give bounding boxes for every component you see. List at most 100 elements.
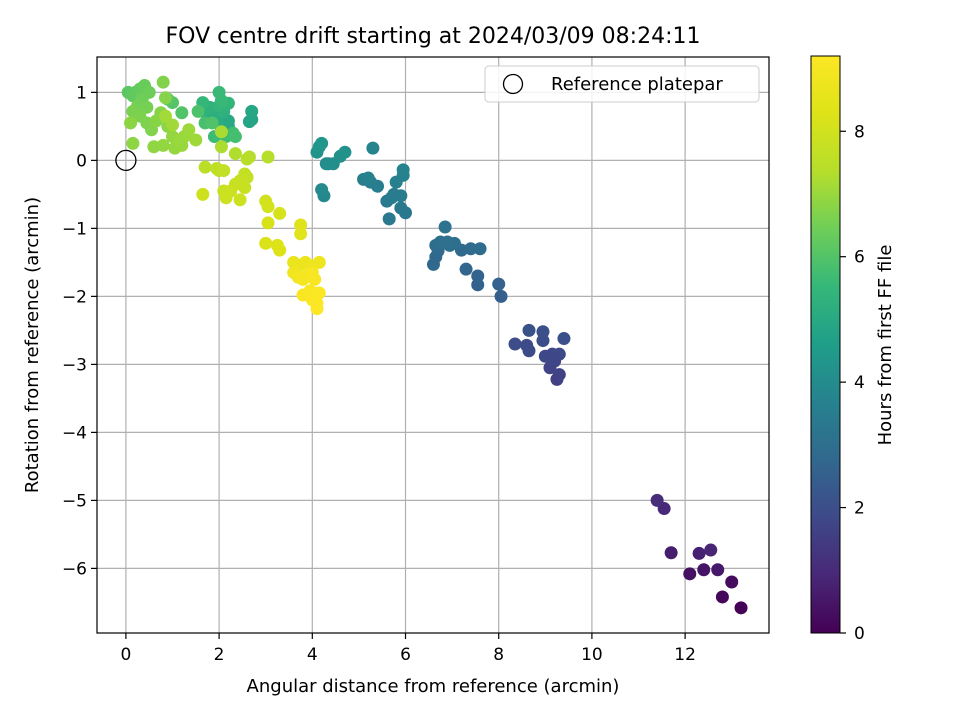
data-point [711,563,725,577]
data-point [366,141,380,155]
data-point [315,183,329,197]
data-point [315,136,329,150]
data-point [522,323,536,337]
colorbar-ticks: 0 2 4 6 8 [840,122,865,644]
colorbar-label: Hours from first FF file [875,245,896,446]
colorbar-gradient [810,55,841,634]
x-tick-label: 0 [120,645,131,665]
y-axis-label: Rotation from reference (arcmin) [22,197,43,493]
data-point [508,337,522,351]
data-point [228,147,242,161]
legend-entry-reference-platepar: Reference platepar [551,74,723,95]
data-point [557,332,571,346]
data-point [310,302,324,316]
data-point [552,368,566,382]
data-point [692,546,706,560]
data-point [165,118,179,132]
x-tick-label: 8 [493,645,504,665]
data-point [126,136,140,150]
plot-frame [96,56,770,634]
data-point [124,116,138,130]
data-point [473,242,487,256]
data-point [205,116,219,130]
data-point [219,191,233,205]
legend: Reference platepar [484,65,760,103]
data-point [697,563,711,577]
data-point [715,590,729,604]
x-tick-label: 6 [400,645,411,665]
y-axis-ticks: 1 0 −1 −2 −3 −4 −5 −6 [62,83,97,579]
data-point [182,123,196,137]
data-point [704,543,718,557]
colorbar-tick-label: 8 [854,122,865,142]
data-point [217,164,231,178]
data-point [261,216,275,230]
data-point [308,272,322,286]
data-point [212,85,226,99]
data-point [140,100,154,114]
reference-marker-layer [115,149,137,172]
data-point [214,125,228,139]
data-point [650,493,664,507]
data-point [536,325,550,339]
data-point [156,75,170,89]
data-point [191,104,205,118]
data-point [312,255,326,269]
data-point [464,242,478,256]
data-point [238,181,252,195]
reference-platepar-marker [115,149,137,172]
data-point [294,227,308,241]
data-point [189,133,203,147]
y-tick-label: 0 [76,151,87,171]
x-tick-label: 10 [581,645,603,665]
data-point [394,189,408,203]
x-axis-label: Angular distance from reference (arcmin) [247,676,620,697]
y-tick-label: −4 [62,423,87,443]
data-point [175,106,189,120]
y-tick-label: −2 [62,287,87,307]
data-point [338,145,352,159]
colorbar-tick-label: 2 [854,499,865,519]
x-tick-label: 2 [214,645,225,665]
data-point [734,601,748,615]
data-point [725,575,739,589]
data-point [382,212,396,226]
data-point [242,115,256,129]
data-point [438,220,452,234]
data-points [121,75,748,615]
x-axis-ticks: 0 2 4 6 8 10 12 [120,633,696,665]
data-point [520,338,534,352]
data-point [361,171,375,185]
colorbar: 0 2 4 6 8 Hours from first FF file [810,55,896,644]
colorbar-tick-label: 0 [854,624,865,644]
data-point [273,206,287,220]
data-point [233,193,247,207]
legend-box [484,65,760,103]
data-point [396,163,410,177]
data-point [196,187,210,201]
data-point [261,150,275,164]
chart-title: FOV centre drift starting at 2024/03/09 … [166,24,701,49]
colorbar-tick-label: 4 [854,373,865,393]
y-tick-label: 1 [76,83,87,103]
data-point [440,235,454,249]
data-point [494,289,508,303]
legend-reference-marker [502,73,524,95]
data-point [214,140,228,154]
data-point [471,269,485,283]
data-point [198,160,212,174]
data-point [261,200,275,214]
data-point [245,104,259,118]
colorbar-tick-label: 6 [854,248,865,268]
y-tick-label: −3 [62,355,87,375]
x-tick-label: 12 [674,645,696,665]
data-point [259,236,273,250]
data-point [156,138,170,152]
data-point [683,567,697,581]
data-point [322,157,336,171]
data-point [240,152,254,166]
data-point [394,201,408,215]
data-point [664,546,678,560]
